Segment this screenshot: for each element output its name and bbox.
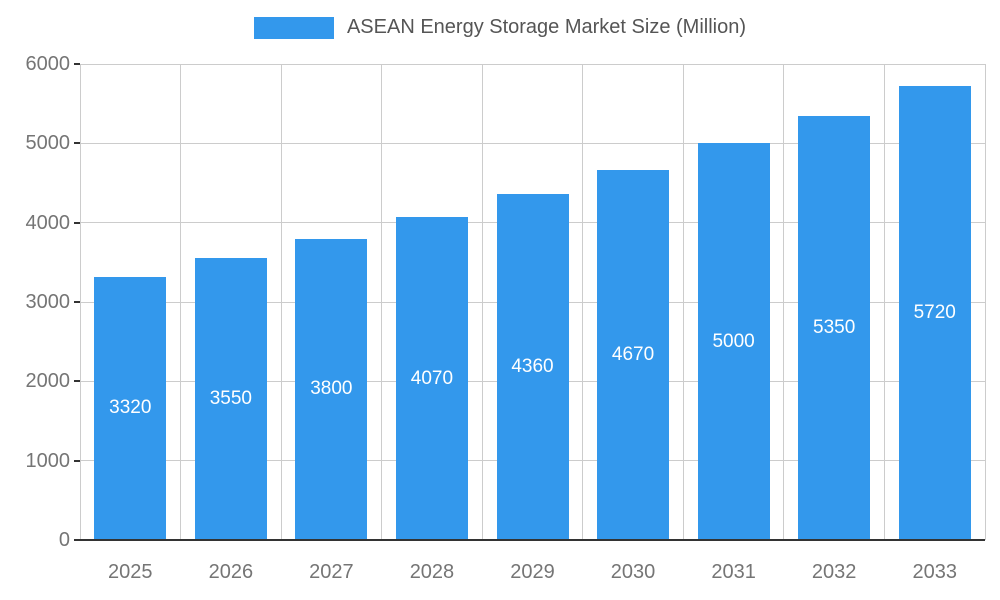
y-gridline bbox=[80, 142, 985, 144]
y-gridline bbox=[80, 63, 985, 65]
x-axis-label: 2027 bbox=[309, 561, 354, 583]
x-gridline bbox=[180, 64, 182, 540]
y-axis-label: 6000 bbox=[25, 53, 71, 75]
x-axis-label: 2031 bbox=[711, 561, 756, 583]
chart-title: ASEAN Energy Storage Market Size (Millio… bbox=[346, 16, 747, 38]
x-gridline bbox=[79, 64, 81, 540]
bar-2033[interactable] bbox=[898, 86, 971, 540]
y-tick-mark bbox=[74, 63, 80, 65]
bar-value-label: 4360 bbox=[511, 356, 554, 378]
x-gridline bbox=[381, 64, 383, 540]
x-axis-label: 2028 bbox=[409, 561, 455, 583]
bar-value-label: 3800 bbox=[310, 378, 353, 400]
y-tick-mark bbox=[74, 459, 80, 462]
bar-value-label: 3320 bbox=[109, 397, 152, 419]
x-gridline bbox=[280, 64, 282, 540]
x-axis-label: 2025 bbox=[108, 561, 153, 583]
bar-value-label: 5720 bbox=[913, 302, 956, 324]
y-axis-label: 4000 bbox=[25, 211, 71, 234]
bar-2029[interactable] bbox=[496, 194, 569, 540]
bar-2028[interactable] bbox=[395, 217, 468, 540]
y-axis-label: 2000 bbox=[25, 370, 71, 393]
bar-value-label: 4670 bbox=[611, 343, 655, 365]
y-axis-label: 3000 bbox=[25, 291, 71, 313]
chart-legend[interactable]: ASEAN Energy Storage Market Size (Millio… bbox=[0, 16, 1000, 39]
x-axis-label: 2032 bbox=[811, 561, 857, 583]
bar-value-label: 5000 bbox=[712, 330, 755, 352]
y-tick-mark bbox=[74, 301, 80, 303]
y-tick-mark bbox=[74, 142, 80, 145]
x-gridline bbox=[481, 64, 483, 540]
bar-value-label: 3550 bbox=[209, 388, 252, 410]
y-tick-mark bbox=[74, 380, 80, 383]
x-gridline bbox=[582, 64, 584, 540]
bar-2030[interactable] bbox=[597, 169, 670, 540]
y-axis-label: 5000 bbox=[25, 132, 71, 155]
x-gridline bbox=[984, 64, 986, 540]
y-axis-label: 0 bbox=[58, 529, 70, 551]
bar-2031[interactable] bbox=[697, 143, 770, 540]
x-axis-label: 2026 bbox=[208, 561, 254, 583]
x-axis-label: 2033 bbox=[912, 561, 957, 583]
x-gridline bbox=[783, 64, 785, 540]
x-gridline bbox=[682, 64, 684, 540]
x-gridline bbox=[883, 64, 885, 540]
bar-value-label: 5350 bbox=[813, 316, 856, 338]
bar-value-label: 4070 bbox=[410, 367, 454, 389]
y-tick-mark bbox=[74, 539, 80, 541]
x-axis-label: 2030 bbox=[610, 561, 656, 583]
bar-2032[interactable] bbox=[798, 115, 871, 540]
y-axis-label: 1000 bbox=[25, 449, 71, 472]
bar-2026[interactable] bbox=[194, 258, 267, 540]
legend-swatch[interactable] bbox=[253, 16, 334, 39]
bar-2025[interactable] bbox=[94, 276, 167, 540]
y-tick-mark bbox=[74, 221, 80, 224]
x-axis-label: 2029 bbox=[510, 561, 555, 583]
x-axis-line bbox=[80, 539, 985, 541]
bar-2027[interactable] bbox=[295, 238, 368, 540]
